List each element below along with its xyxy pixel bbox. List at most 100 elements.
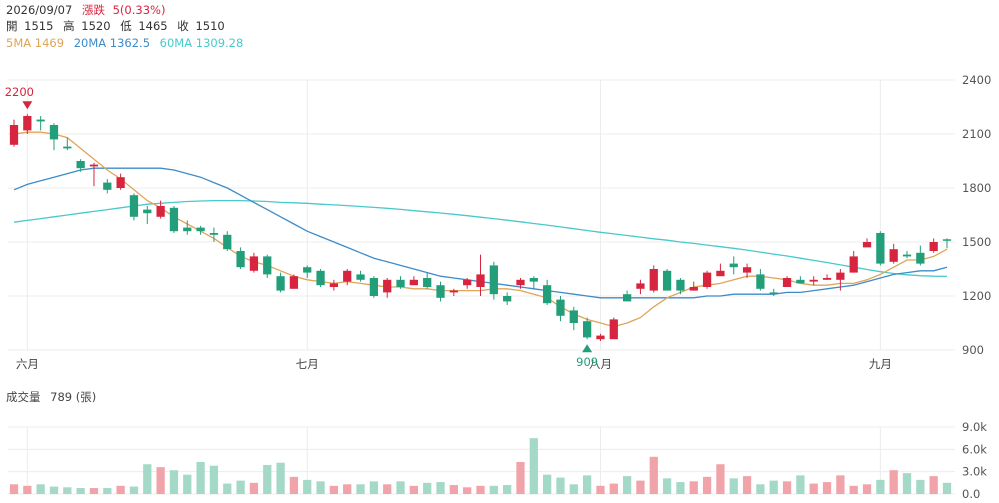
candle-body[interactable] <box>116 177 125 188</box>
candle-body[interactable] <box>716 270 725 277</box>
candle-body[interactable] <box>169 207 179 232</box>
candle-body[interactable] <box>662 270 672 291</box>
volume-bar[interactable] <box>49 486 59 494</box>
volume-bar[interactable] <box>329 485 339 494</box>
candle-body[interactable] <box>796 279 805 284</box>
candle-body[interactable] <box>183 227 192 232</box>
candle-body[interactable] <box>463 279 472 286</box>
volume-bar[interactable] <box>423 482 432 494</box>
volume-bar[interactable] <box>676 482 685 494</box>
volume-bar[interactable] <box>582 475 592 494</box>
volume-bar[interactable] <box>236 480 245 494</box>
volume-bar[interactable] <box>356 484 365 494</box>
candle-body[interactable] <box>63 146 72 149</box>
candle-body[interactable] <box>276 276 285 291</box>
volume-bar[interactable] <box>889 470 898 494</box>
volume-bar[interactable] <box>742 476 752 494</box>
candle-body[interactable] <box>89 164 99 167</box>
candle-body[interactable] <box>543 285 552 304</box>
candle-body[interactable] <box>756 274 765 289</box>
candle-body[interactable] <box>476 274 485 287</box>
volume-bar[interactable] <box>476 485 485 494</box>
candle-body[interactable] <box>556 299 565 316</box>
candle-body[interactable] <box>329 283 339 287</box>
volume-bar[interactable] <box>316 481 325 494</box>
volume-bar[interactable] <box>63 487 72 494</box>
volume-bar[interactable] <box>769 480 778 494</box>
volume-bar[interactable] <box>516 461 525 494</box>
candle-body[interactable] <box>636 283 645 289</box>
volume-bar[interactable] <box>36 484 45 494</box>
volume-bar[interactable] <box>383 484 392 494</box>
volume-bar[interactable] <box>183 474 192 494</box>
candle-body[interactable] <box>569 310 578 323</box>
candle-body[interactable] <box>236 251 245 268</box>
candle-body[interactable] <box>143 209 152 214</box>
volume-bar[interactable] <box>716 464 725 494</box>
volume-bar[interactable] <box>622 476 632 494</box>
candle-body[interactable] <box>849 256 858 273</box>
volume-bar[interactable] <box>276 462 285 494</box>
candle-body[interactable] <box>689 287 698 291</box>
candle-body[interactable] <box>76 161 85 169</box>
volume-bar[interactable] <box>449 485 458 494</box>
candle-body[interactable] <box>622 294 632 302</box>
candle-body[interactable] <box>423 278 432 287</box>
volume-bar[interactable] <box>529 438 538 494</box>
candle-body[interactable] <box>902 254 912 257</box>
candle-body[interactable] <box>209 233 219 235</box>
volume-bar[interactable] <box>223 483 232 494</box>
candle-body[interactable] <box>503 296 512 302</box>
volume-bar[interactable] <box>196 461 205 494</box>
volume-bar[interactable] <box>116 485 125 494</box>
volume-bar[interactable] <box>489 485 498 494</box>
candle-body[interactable] <box>489 265 498 295</box>
candle-body[interactable] <box>449 290 458 293</box>
volume-bar[interactable] <box>103 488 112 494</box>
volume-bar[interactable] <box>849 485 858 494</box>
volume-bar[interactable] <box>796 475 805 494</box>
volume-bar[interactable] <box>782 481 792 494</box>
volume-bar[interactable] <box>9 484 19 494</box>
volume-bar[interactable] <box>649 456 658 494</box>
candle-body[interactable] <box>876 233 885 264</box>
candle-body[interactable] <box>529 278 538 282</box>
volume-bar[interactable] <box>702 476 712 494</box>
volume-bar[interactable] <box>143 464 152 494</box>
candle-body[interactable] <box>942 239 952 241</box>
volume-bar[interactable] <box>902 473 912 494</box>
candle-body[interactable] <box>303 267 312 273</box>
candle-body[interactable] <box>889 249 898 262</box>
volume-bar[interactable] <box>569 484 578 494</box>
candle-body[interactable] <box>9 125 19 145</box>
candle-body[interactable] <box>822 278 832 280</box>
candle-body[interactable] <box>649 269 658 291</box>
candle-body[interactable] <box>263 256 272 275</box>
volume-bar[interactable] <box>929 476 938 494</box>
candle-body[interactable] <box>702 272 712 287</box>
volume-bar[interactable] <box>409 485 418 494</box>
volume-bar[interactable] <box>609 483 618 494</box>
candle-body[interactable] <box>356 274 365 280</box>
candle-body[interactable] <box>343 270 352 282</box>
candle-body[interactable] <box>156 206 165 217</box>
volume-bar[interactable] <box>89 488 99 494</box>
volume-bar[interactable] <box>369 481 379 494</box>
volume-bar[interactable] <box>822 482 832 494</box>
volume-bar[interactable] <box>636 480 645 494</box>
candle-body[interactable] <box>103 182 112 190</box>
volume-bar[interactable] <box>556 477 565 494</box>
volume-bar[interactable] <box>76 488 85 494</box>
volume-bar[interactable] <box>169 470 179 494</box>
volume-bar[interactable] <box>862 484 872 494</box>
candle-body[interactable] <box>916 252 925 264</box>
candle-body[interactable] <box>782 278 792 287</box>
volume-bar[interactable] <box>343 484 352 494</box>
candle-body[interactable] <box>862 242 872 248</box>
volume-bar[interactable] <box>209 465 219 494</box>
candle-body[interactable] <box>742 267 752 273</box>
volume-bar[interactable] <box>436 482 445 494</box>
candle-body[interactable] <box>396 279 405 287</box>
candle-body[interactable] <box>369 278 379 296</box>
